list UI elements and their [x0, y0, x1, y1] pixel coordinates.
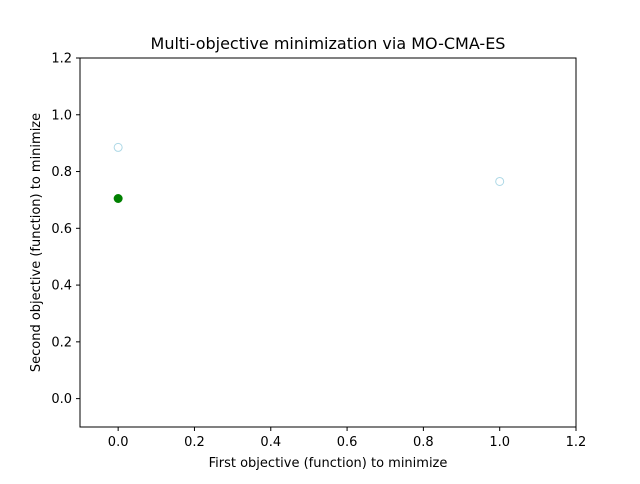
y-tick-label: 0.6: [51, 222, 72, 237]
y-tick-label: 0.4: [51, 279, 72, 294]
x-tick-label: 0.4: [260, 435, 281, 450]
ticks-layer: 0.0 0.2 0.4 0.6 0.8 1.0 1.2 0.0 0.2 0.4 0.6 0.8 1.0 1…: [51, 52, 586, 451]
x-axis-label: First objective (function) to minimize: [209, 456, 448, 471]
x-tick-label: 1.2: [566, 435, 587, 450]
x-tick-label: 0.8: [413, 435, 434, 450]
hollow-data-point: [495, 176, 505, 186]
y-axis-label: Second objective (function) to minimize: [29, 113, 44, 372]
y-tick-label: 0.8: [51, 165, 72, 180]
points-layer: [113, 142, 505, 204]
y-tick-label: 0.2: [51, 335, 72, 350]
filled-data-point: [113, 194, 123, 204]
y-tick-label: 0.0: [51, 392, 72, 407]
y-tick-label: 1.0: [51, 108, 72, 123]
plot-area-frame: [79, 57, 577, 428]
x-tick-label: 0.2: [184, 435, 205, 450]
y-tick-label: 1.2: [51, 52, 72, 67]
x-tick-label: 1.0: [489, 435, 510, 450]
x-tick-label: 0.6: [337, 435, 358, 450]
hollow-data-point: [113, 142, 123, 152]
x-tick-label: 0.0: [108, 435, 129, 450]
chart-title: Multi-objective minimization via MO-CMA-…: [151, 34, 506, 53]
